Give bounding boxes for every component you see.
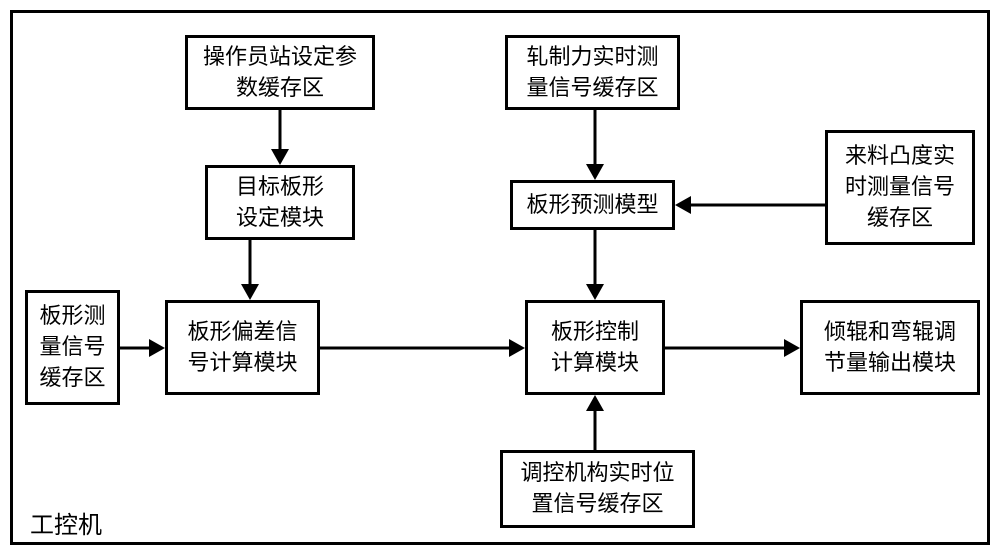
arrows-layer bbox=[0, 0, 1000, 555]
